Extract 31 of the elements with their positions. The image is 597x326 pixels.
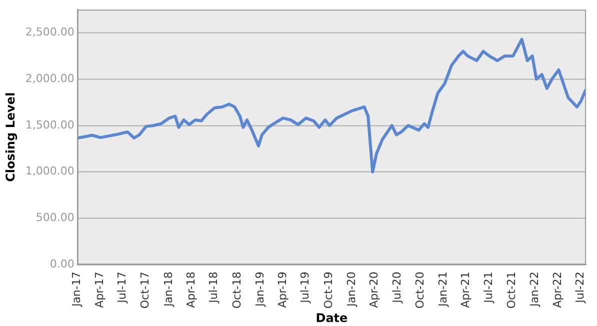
y-tick-label: 0.00 [50, 257, 74, 270]
x-tick-label: Jul-17 [116, 272, 129, 304]
x-tick-label: Jul-22 [574, 272, 587, 304]
y-tick-label: 500.00 [36, 211, 74, 224]
x-tick-label: Jan-20 [344, 272, 358, 308]
y-tick-label: 2,500.00 [25, 26, 74, 39]
x-tick-label: Apr-18 [184, 272, 198, 308]
x-tick-label: Oct-17 [138, 272, 152, 309]
x-tick-label: Apr-19 [276, 272, 289, 308]
x-tick-label: Oct-18 [230, 272, 244, 309]
x-tick-label: Oct-21 [505, 272, 518, 309]
y-tick-label: 1,000.00 [25, 164, 74, 178]
x-tick-label: Jan-17 [70, 272, 84, 308]
x-tick-label: Jan-19 [253, 272, 266, 308]
x-tick-label: Jan-21 [436, 272, 450, 308]
x-tick-label: Apr-22 [550, 272, 564, 308]
y-tick-label: 2,000.00 [25, 72, 74, 86]
y-axis-title: Closing Level [3, 92, 18, 182]
x-tick-label: Jan-22 [528, 272, 542, 308]
x-tick-label: Oct-19 [322, 272, 335, 309]
x-tick-label: Apr-20 [368, 272, 381, 308]
x-tick-label: Jul-19 [298, 272, 312, 304]
y-tick-label: 1,500.00 [25, 118, 74, 132]
x-tick-label: Jan-18 [162, 272, 175, 308]
x-axis-title: Date [316, 310, 348, 325]
x-tick-label: Jul-21 [482, 272, 496, 304]
x-tick-label: Oct-20 [414, 272, 427, 309]
x-tick-label: Jul-18 [207, 272, 220, 304]
x-tick-label: Apr-17 [92, 272, 106, 308]
x-tick-label: Jul-20 [390, 272, 404, 304]
x-tick-label: Apr-21 [459, 272, 472, 308]
